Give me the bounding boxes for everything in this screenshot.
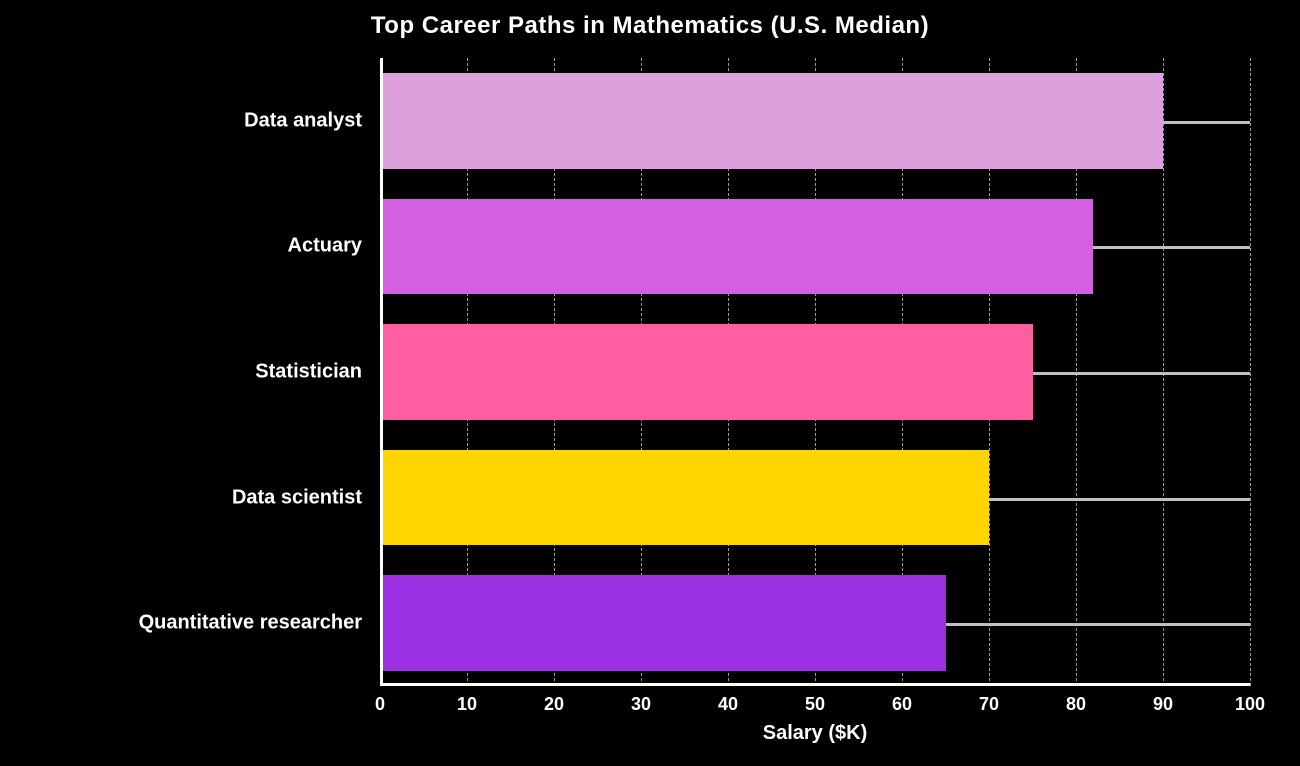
bar xyxy=(380,73,1163,168)
bar xyxy=(380,199,1093,294)
bar xyxy=(380,324,1033,419)
y-axis-line xyxy=(380,58,383,686)
value-marker-line xyxy=(946,623,1251,626)
bar-row: Quantitative researcher xyxy=(380,560,1250,686)
value-marker-line xyxy=(1093,246,1250,249)
bar xyxy=(380,575,946,670)
value-marker-line xyxy=(989,498,1250,501)
plot-area: Data analystActuaryStatisticianData scie… xyxy=(380,58,1250,686)
bar-row: Data analyst xyxy=(380,58,1250,184)
bar xyxy=(380,450,989,545)
x-axis-label: Salary ($K) xyxy=(380,686,1250,745)
bar-row: Statistician xyxy=(380,309,1250,435)
y-category-label: Actuary xyxy=(288,235,380,258)
chart-title: Top Career Paths in Mathematics (U.S. Me… xyxy=(0,12,1300,40)
bar-row: Actuary xyxy=(380,184,1250,310)
value-marker-line xyxy=(1033,372,1251,375)
chart-container: Top Career Paths in Mathematics (U.S. Me… xyxy=(0,0,1300,766)
y-category-label: Data analyst xyxy=(244,109,380,132)
value-marker-line xyxy=(1163,121,1250,124)
bar-row: Data scientist xyxy=(380,435,1250,561)
grid-vline xyxy=(1250,58,1251,686)
y-category-label: Quantitative researcher xyxy=(139,612,380,635)
y-category-label: Data scientist xyxy=(232,486,380,509)
y-category-label: Statistician xyxy=(255,360,380,383)
